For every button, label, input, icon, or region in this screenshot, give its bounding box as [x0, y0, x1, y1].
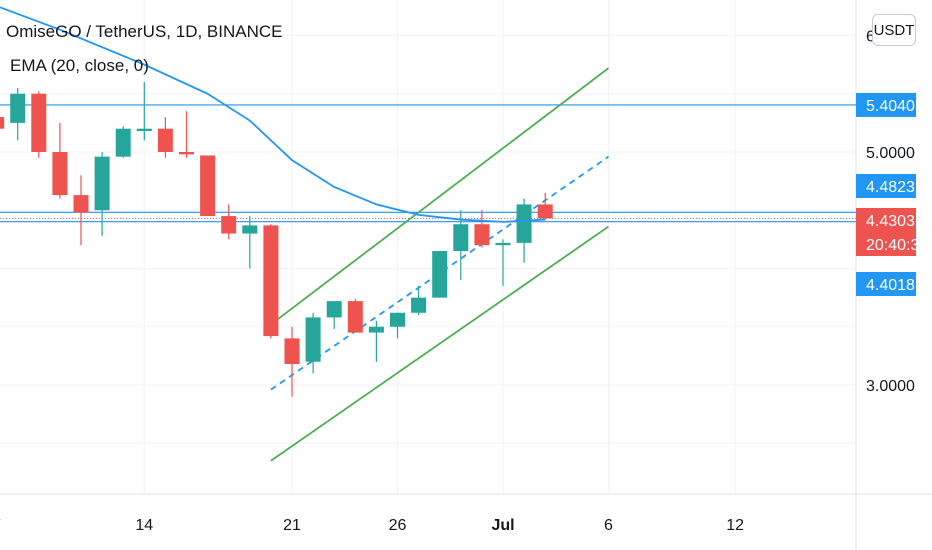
x-axis-ticks: 7 14 21 26 Jul 6 12 [0, 517, 744, 534]
y-axis-ticks: 6 5.0000 3.0000 [866, 29, 915, 396]
candle [115, 126, 131, 158]
x-tick-label: Jul [491, 517, 514, 534]
candle [326, 301, 342, 330]
price-label: 4.4823 [856, 174, 916, 198]
candle-body [495, 242, 511, 246]
price-label-bg [856, 272, 916, 296]
candle [368, 320, 384, 362]
candle-body [200, 155, 216, 217]
currency-button[interactable]: USDT [872, 14, 916, 46]
ema-line [0, 6, 546, 223]
x-tick-label: 21 [283, 517, 301, 534]
candle [157, 117, 173, 158]
candle-body [347, 301, 363, 333]
candle-body [474, 224, 490, 246]
x-tick-label: 12 [726, 517, 744, 534]
candle [52, 122, 68, 199]
price-label-bg [856, 232, 916, 256]
candle [347, 298, 363, 333]
price-label-text: 20:40:38 [866, 237, 928, 254]
candle [263, 224, 279, 339]
candle [73, 175, 89, 246]
candle-body [411, 297, 427, 313]
candle-body [537, 204, 553, 219]
price-label-text: 4.4018 [866, 277, 915, 294]
candle-body [94, 156, 110, 211]
candle-body [157, 128, 173, 152]
x-tick-label: 26 [389, 517, 407, 534]
channel-lower-line [270, 225, 610, 462]
candle-body [52, 152, 68, 196]
candle [495, 239, 511, 286]
x-tick-label: 7 [0, 517, 1, 534]
candle-body [31, 93, 47, 152]
candle-body [284, 338, 300, 365]
candle-body [0, 117, 5, 129]
indicator-label: EMA (20, close, 0) [10, 56, 149, 75]
candle [94, 152, 110, 236]
grid [0, 0, 856, 494]
y-tick-label: 5.0000 [866, 145, 915, 162]
price-label-text: 4.4823 [866, 179, 915, 196]
y-tick-label: 3.0000 [866, 378, 915, 395]
price-label-text: 5.4040 [866, 98, 915, 115]
candle [453, 210, 469, 281]
candle-body [115, 128, 131, 157]
candle [305, 312, 321, 374]
candle-body [242, 225, 258, 234]
channel-upper-line [270, 67, 610, 326]
price-label-bg [856, 174, 916, 198]
candle [200, 155, 216, 217]
candle-body [73, 195, 89, 213]
price-label-bg [856, 92, 916, 117]
candle [136, 82, 152, 141]
candle-body [432, 251, 448, 298]
candle-body [326, 301, 342, 318]
price-label: 4.4018 [856, 272, 916, 296]
y-tick-label: 6 [866, 29, 875, 46]
price-label: 5.4040 [856, 92, 916, 117]
price-label: 20:40:38 [856, 232, 928, 256]
candle [474, 210, 490, 248]
candle-body [221, 216, 237, 234]
candle-body [263, 225, 279, 337]
candle [0, 117, 5, 129]
candles [0, 82, 553, 397]
candle-body [305, 317, 321, 362]
candle-body [136, 128, 152, 132]
price-label-bg [856, 208, 916, 232]
candle [242, 216, 258, 269]
symbol-title: OmiseGO / TetherUS, 1D, BINANCE [6, 22, 283, 41]
candle-body [453, 224, 469, 252]
x-tick-label: 14 [135, 517, 153, 534]
candle-body [516, 204, 532, 243]
candle [537, 192, 553, 220]
candle-body [368, 326, 384, 333]
channel-middle-line [270, 155, 610, 391]
candle [10, 87, 26, 141]
x-tick-label: 6 [604, 517, 613, 534]
candle-body [390, 312, 405, 327]
price-labels: 5.4040 4.4823 4.4303 20:40:38 4.4018 [856, 92, 928, 296]
candle [31, 91, 47, 158]
price-label-text: 4.4303 [866, 213, 915, 230]
candle [432, 251, 448, 298]
candle [516, 198, 532, 263]
price-label: 4.4303 [856, 208, 916, 232]
candle-body [10, 93, 26, 123]
candle-body [179, 152, 194, 155]
candle [411, 285, 427, 316]
candle [179, 111, 194, 158]
candle [390, 312, 405, 339]
candle [284, 326, 300, 397]
candle [221, 204, 237, 240]
